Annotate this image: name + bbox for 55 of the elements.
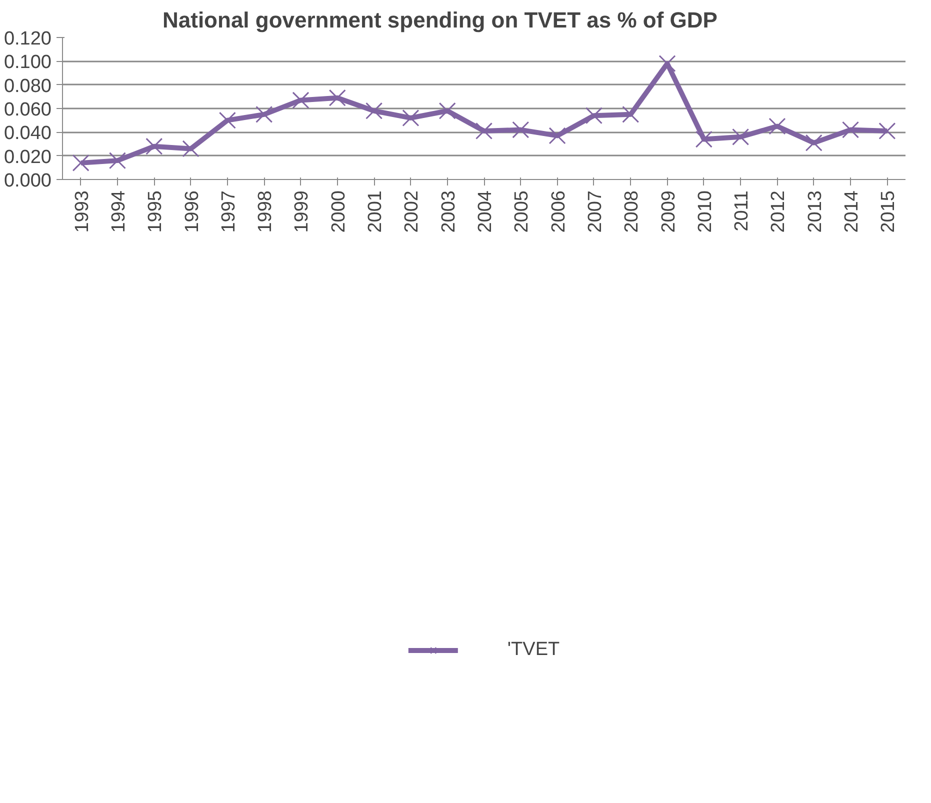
x-tick-label: 1993: [72, 190, 93, 233]
point: [438, 102, 456, 120]
point: [72, 154, 90, 172]
x-tick-label: 2015: [878, 190, 900, 233]
x-tick-label: 2000: [328, 190, 350, 233]
x-tick-label: 2014: [842, 190, 863, 233]
x-tick-label: 2011: [732, 190, 753, 232]
chart-title: National government spending on TVET as % of GDP: [162, 8, 718, 32]
point: [182, 140, 200, 158]
x-tick-label: 1996: [182, 190, 203, 233]
point: [622, 106, 640, 123]
point: [328, 89, 346, 106]
point: [695, 130, 712, 148]
x-tick-label: 2005: [512, 190, 533, 233]
x-tick-label: 1995: [145, 190, 166, 233]
y-tick-label: 0.000: [4, 170, 52, 192]
point: [475, 122, 493, 140]
point: [256, 106, 273, 123]
y-tick-label: 0.060: [4, 100, 52, 120]
point: [548, 127, 566, 144]
point: [768, 118, 786, 135]
point: [805, 134, 822, 152]
point: [366, 102, 383, 120]
x-tick-label: 2006: [548, 190, 570, 233]
point: [878, 122, 896, 140]
x-tick-label: 2001: [365, 190, 386, 233]
x-tick-label: 2013: [804, 190, 826, 233]
point: [108, 152, 126, 170]
y-tick-label: 0.120: [4, 28, 52, 50]
point: [146, 138, 163, 155]
y-tick-label: 0.040: [4, 123, 52, 144]
x-tick-label: 2007: [584, 190, 606, 233]
point: [585, 107, 602, 124]
point: [732, 128, 750, 146]
y-tick-label: 0.080: [4, 76, 52, 97]
x-tick-label: 2004: [475, 190, 496, 233]
point: [658, 55, 676, 72]
x-tick-label: 1997: [218, 190, 240, 233]
point: [512, 121, 530, 138]
point: [292, 92, 310, 109]
point: [402, 109, 420, 126]
y-tick-label: 0.100: [4, 52, 52, 74]
point: [842, 121, 860, 138]
point: [218, 112, 236, 129]
y-tick-label: 0.020: [4, 146, 52, 168]
x-tick-label: 2009: [658, 190, 680, 233]
x-tick-label: 1994: [108, 190, 130, 233]
x-tick-label: 2002: [402, 190, 423, 233]
x-tick-label: 2008: [622, 190, 643, 233]
x-tick-label: 2012: [768, 190, 790, 233]
text: 'TVET: [507, 638, 560, 660]
x-tick-label: 1998: [255, 190, 276, 233]
x-tick-label: 1999: [292, 190, 313, 233]
x-tick-label: 2010: [694, 190, 716, 233]
x-tick-label: 2003: [438, 190, 460, 233]
